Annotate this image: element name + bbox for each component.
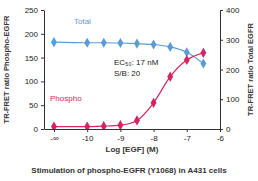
tick-mark bbox=[220, 99, 223, 100]
tick-label: 250 bbox=[25, 6, 39, 15]
tick-mark bbox=[120, 129, 121, 132]
tick: 100 bbox=[25, 77, 44, 86]
axis-line bbox=[44, 11, 45, 130]
tick: 50 bbox=[29, 101, 44, 110]
tick: 0 bbox=[220, 125, 231, 134]
tick-label: 0 bbox=[34, 125, 39, 134]
tick-label: 0 bbox=[226, 125, 231, 134]
tick-mark bbox=[41, 105, 44, 106]
tick-mark bbox=[41, 81, 44, 82]
tick: 400 bbox=[220, 6, 240, 15]
tick-label: -6 bbox=[217, 134, 225, 143]
tick-mark bbox=[41, 129, 44, 130]
tick-mark bbox=[41, 10, 44, 11]
tick-label: 400 bbox=[226, 6, 240, 15]
tick-label: 50 bbox=[29, 101, 38, 110]
yticks-axis: 0 50 100 150 200 250 bbox=[25, 6, 45, 134]
tick: 300 bbox=[220, 36, 240, 45]
marker bbox=[84, 38, 90, 48]
x-axis-title: Log [EGF] (M) bbox=[106, 145, 159, 154]
series-line bbox=[54, 53, 203, 127]
tick-mark bbox=[220, 40, 223, 41]
tick-label: 100 bbox=[25, 77, 39, 86]
tick-label: 200 bbox=[226, 66, 240, 75]
annotation: S/B: 20 bbox=[114, 69, 141, 78]
tick: 0 bbox=[34, 125, 44, 134]
tick-mark bbox=[220, 129, 223, 130]
marker bbox=[167, 42, 173, 52]
marker bbox=[151, 39, 157, 49]
annotation: EC₅₀: 17 nM bbox=[114, 58, 159, 67]
y2ticks-axis: 0 100 200 300 400 bbox=[220, 6, 240, 134]
marker bbox=[117, 38, 123, 48]
tick: -6 bbox=[217, 129, 225, 143]
tick-label: 100 bbox=[226, 95, 240, 104]
tick-mark bbox=[87, 129, 88, 132]
marker bbox=[51, 122, 57, 129]
tick: -10 bbox=[82, 129, 94, 143]
axis-line bbox=[45, 129, 221, 130]
tick-mark bbox=[187, 129, 188, 132]
marker bbox=[184, 55, 190, 65]
tick-label: -10 bbox=[82, 134, 94, 143]
annotation: Phospho bbox=[50, 94, 82, 103]
tick-mark bbox=[41, 34, 44, 35]
marker bbox=[151, 98, 157, 108]
marker bbox=[167, 72, 173, 82]
tick: -8 bbox=[151, 129, 159, 143]
chart: -∞-10-9-8-7-6050100150200250010020030040… bbox=[0, 0, 258, 181]
xticks-axis: -∞ -10 -9 -8 -7 -6 bbox=[45, 129, 225, 143]
tick-mark bbox=[220, 70, 223, 71]
tick-mark bbox=[220, 10, 223, 11]
tick: -7 bbox=[184, 129, 192, 143]
marker bbox=[84, 122, 90, 129]
tick: -∞ bbox=[50, 129, 59, 143]
tick-mark bbox=[154, 129, 155, 132]
marker bbox=[200, 58, 206, 68]
tick-label: 300 bbox=[226, 36, 240, 45]
chart-title: Stimulation of phospho-EGFR (Y1068) in A… bbox=[31, 166, 227, 175]
tick-label: -7 bbox=[184, 134, 192, 143]
tick: -9 bbox=[117, 129, 125, 143]
tick-label: -∞ bbox=[50, 134, 59, 143]
tick-mark bbox=[41, 58, 44, 59]
marker bbox=[101, 38, 107, 48]
marker bbox=[117, 120, 123, 129]
marker bbox=[51, 37, 57, 47]
y-axis-title: TR-FRET ratio Phospho-EGFR bbox=[2, 15, 11, 123]
annotation: Total bbox=[74, 17, 91, 26]
tick: 150 bbox=[25, 54, 44, 63]
marker bbox=[200, 48, 206, 58]
plot-area bbox=[51, 37, 206, 129]
marker bbox=[134, 39, 140, 49]
tick-mark bbox=[54, 129, 55, 132]
tick-label: 200 bbox=[25, 30, 39, 39]
tick: 200 bbox=[220, 66, 240, 75]
tick: 100 bbox=[220, 95, 240, 104]
y2-axis-title: TR-FRET ratio Total EGFR bbox=[246, 23, 255, 116]
marker bbox=[101, 121, 107, 129]
tick-label: 150 bbox=[25, 54, 39, 63]
tick-label: -8 bbox=[151, 134, 159, 143]
tick: 200 bbox=[25, 30, 44, 39]
marker bbox=[134, 115, 140, 125]
tick: 250 bbox=[25, 6, 44, 15]
tick-label: -9 bbox=[117, 134, 125, 143]
